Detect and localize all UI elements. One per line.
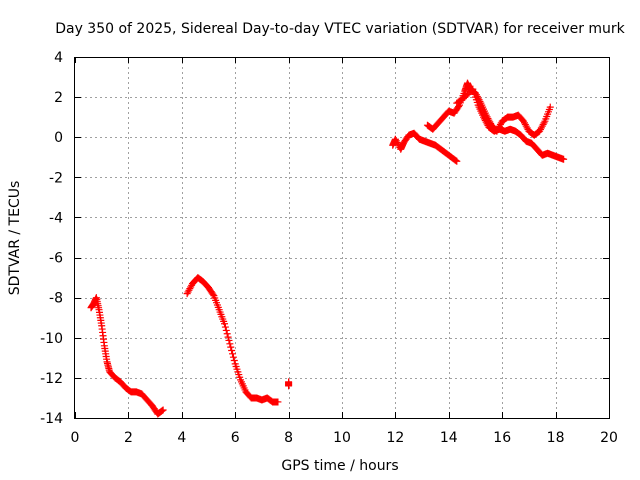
data-point-marker <box>223 330 231 338</box>
x-tick-label: 6 <box>231 430 240 446</box>
x-tick-label: 20 <box>600 430 618 446</box>
data-point-marker <box>222 326 230 334</box>
x-tick-label: 4 <box>177 430 186 446</box>
data-point-marker <box>540 119 548 127</box>
x-tick-label: 12 <box>386 430 404 446</box>
grid-lines <box>75 57 609 418</box>
x-tick-label: 8 <box>284 430 293 446</box>
y-tick-label: 4 <box>54 50 63 66</box>
chart-title: Day 350 of 2025, Sidereal Day-to-day VTE… <box>55 21 625 37</box>
data-point-marker <box>209 290 217 298</box>
data-point-marker <box>546 103 554 111</box>
axis-ticks: 0 2 4 6 8 10 12 14 16 18 20 -14 -12 -10 -8 -6 -4 -2 0 2 4 <box>40 50 618 446</box>
y-tick-label: -6 <box>49 251 63 267</box>
data-point-marker <box>229 350 237 358</box>
data-point-marker <box>228 346 236 354</box>
x-tick-label: 0 <box>71 430 80 446</box>
data-point-marker <box>452 157 460 165</box>
data-point-marker <box>453 157 461 165</box>
x-tick-label: 10 <box>333 430 351 446</box>
data-point-marker <box>221 323 229 331</box>
data-point-marker <box>285 378 293 386</box>
y-tick-label: 0 <box>54 130 63 146</box>
data-points <box>87 79 568 418</box>
data-point-marker <box>225 336 233 344</box>
data-point-marker <box>560 155 568 163</box>
data-point-marker <box>159 406 167 414</box>
x-tick-label: 18 <box>547 430 565 446</box>
y-tick-label: -4 <box>49 210 63 226</box>
y-tick-label: -2 <box>49 170 63 186</box>
x-tick-label: 2 <box>124 430 133 446</box>
y-tick-label: -8 <box>49 291 63 307</box>
y-tick-label: -12 <box>40 371 63 387</box>
series-segment-2 <box>183 274 282 406</box>
data-point-marker <box>227 343 235 351</box>
series-segment-3 <box>285 378 293 390</box>
y-tick-label: -10 <box>40 331 63 347</box>
y-tick-label: -14 <box>40 411 63 427</box>
y-tick-label: 2 <box>54 90 63 106</box>
data-point-marker <box>274 398 282 406</box>
data-point-marker <box>221 320 229 328</box>
data-point-marker <box>226 340 234 348</box>
series-segment-4 <box>389 129 461 165</box>
y-axis-label: SDTVAR / TECUs <box>7 181 23 296</box>
series-segment-6 <box>453 85 568 163</box>
data-point-marker <box>158 407 166 415</box>
data-point-marker <box>229 353 237 361</box>
data-point-marker <box>224 333 232 341</box>
data-point-marker <box>230 357 238 365</box>
x-tick-label: 16 <box>493 430 511 446</box>
series-segment-1 <box>87 294 167 418</box>
x-axis-label: GPS time / hours <box>281 458 398 474</box>
x-tick-label: 14 <box>440 430 458 446</box>
